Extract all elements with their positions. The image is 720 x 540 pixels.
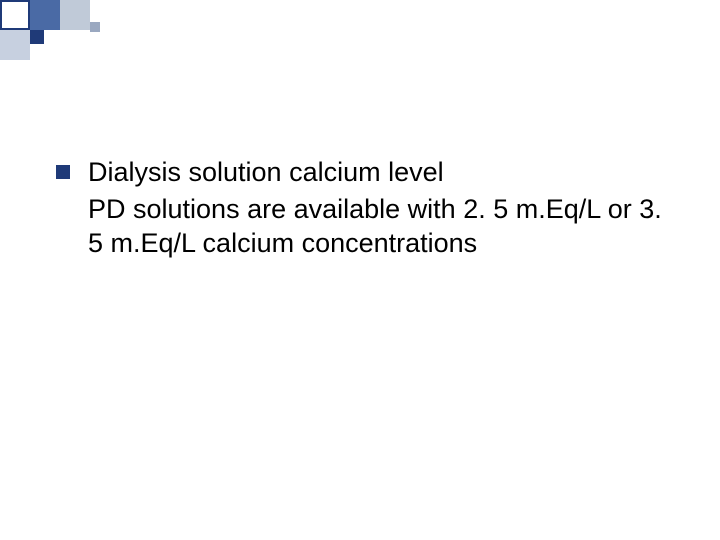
decoration-square bbox=[60, 0, 90, 30]
corner-decoration bbox=[0, 0, 200, 60]
square-bullet-icon bbox=[56, 165, 70, 179]
bullet-body: PD solutions are available with 2. 5 m.E… bbox=[88, 192, 680, 261]
bullet-heading: Dialysis solution calcium level bbox=[88, 155, 680, 190]
slide-content: Dialysis solution calcium level PD solut… bbox=[56, 155, 680, 261]
decoration-square bbox=[30, 0, 60, 30]
decoration-square bbox=[30, 30, 44, 44]
decoration-square bbox=[0, 30, 30, 60]
decoration-square bbox=[0, 0, 30, 30]
bullet-item: Dialysis solution calcium level bbox=[56, 155, 680, 190]
decoration-square bbox=[90, 22, 100, 32]
